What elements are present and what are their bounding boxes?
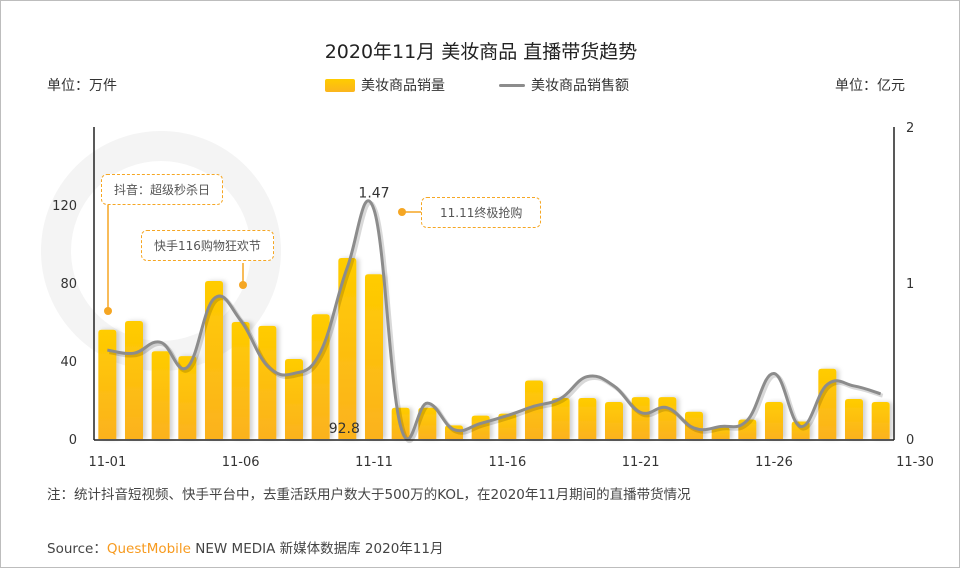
- y-left-tick-label: 0: [69, 433, 77, 448]
- legend-item-line: 美妆商品销售额: [499, 75, 629, 95]
- source-brand: QuestMobile: [106, 541, 191, 557]
- x-tick-label: 11-16: [488, 455, 526, 470]
- bar-11-10: [338, 258, 357, 439]
- legend-line-swatch: [499, 83, 525, 87]
- bar-data-label: 92.8: [329, 421, 360, 437]
- bar-11-17: [525, 380, 543, 439]
- bar-11-04: [178, 356, 197, 439]
- bar-11-08: [285, 359, 303, 439]
- y-right-tick-label: 0: [906, 433, 914, 448]
- bar-11-22: [658, 397, 677, 439]
- bar-11-11: [365, 274, 383, 439]
- legend-item-bar: 美妆商品销量: [325, 75, 445, 95]
- y-right-tick-label: 2: [906, 121, 914, 136]
- bar-11-28: [818, 368, 837, 439]
- legend-label: 美妆商品销售额: [531, 78, 629, 94]
- legend-label: 美妆商品销量: [361, 78, 445, 94]
- bar-11-24: [711, 427, 730, 439]
- chart-title: 2020年11月 美妆商品 直播带货趋势: [324, 41, 638, 63]
- bar-11-05: [205, 281, 223, 439]
- bar-11-01: [98, 329, 117, 439]
- bar-11-18: [551, 398, 570, 439]
- bar-11-19: [578, 398, 597, 439]
- footnote: 注：统计抖音短视频、快手平台中，去重活跃用户数大于500万的KOL，在2020年…: [47, 487, 691, 503]
- callout-marker: [104, 307, 112, 315]
- callout-marker: [398, 208, 406, 216]
- bar-11-21: [631, 397, 650, 439]
- bar-11-29: [845, 399, 863, 439]
- right-axis-unit: 单位：亿元: [835, 78, 905, 94]
- bar-11-06: [231, 322, 250, 439]
- left-axis-unit: 单位：万件: [47, 78, 117, 94]
- callout-douyin: 抖音：超级秒杀日: [101, 174, 224, 205]
- bar-11-09: [311, 314, 330, 439]
- x-tick-label: 11-11: [355, 455, 393, 470]
- callout-kuaishou: 快手116购物狂欢节: [141, 230, 274, 261]
- x-tick-label: 11-21: [622, 455, 660, 470]
- bar-11-30: [871, 401, 890, 439]
- x-tick-label: 11-01: [88, 455, 126, 470]
- bar-11-14: [445, 425, 463, 439]
- bar-11-16: [498, 413, 517, 439]
- bar-11-23: [685, 411, 703, 439]
- y-left-tick-label: 80: [60, 277, 77, 292]
- x-tick-label: 11-30: [896, 455, 934, 470]
- source-text: NEW MEDIA 新媒体数据库 2020年11月: [195, 541, 444, 557]
- bar-11-07: [258, 325, 277, 439]
- y-left-tick-label: 120: [52, 199, 77, 214]
- y-right-tick-label: 1: [906, 277, 914, 292]
- callout-marker: [239, 281, 247, 289]
- callout-double11: 11.11终极抢购: [421, 197, 542, 228]
- x-tick-label: 11-26: [755, 455, 793, 470]
- bar-11-02: [125, 321, 143, 439]
- source-line: Source：QuestMobile NEW MEDIA 新媒体数据库 2020…: [47, 537, 443, 557]
- bar-11-13: [418, 407, 437, 439]
- x-tick-label: 11-06: [222, 455, 260, 470]
- line-data-label: 1.47: [358, 186, 389, 202]
- source-prefix: Source：: [47, 541, 107, 557]
- bar-11-03: [151, 351, 170, 439]
- bar-11-20: [605, 401, 623, 439]
- sales-line: [107, 199, 882, 441]
- legend-bar-swatch: [325, 78, 355, 92]
- y-left-tick-label: 40: [60, 355, 77, 370]
- bar-11-26: [765, 401, 783, 439]
